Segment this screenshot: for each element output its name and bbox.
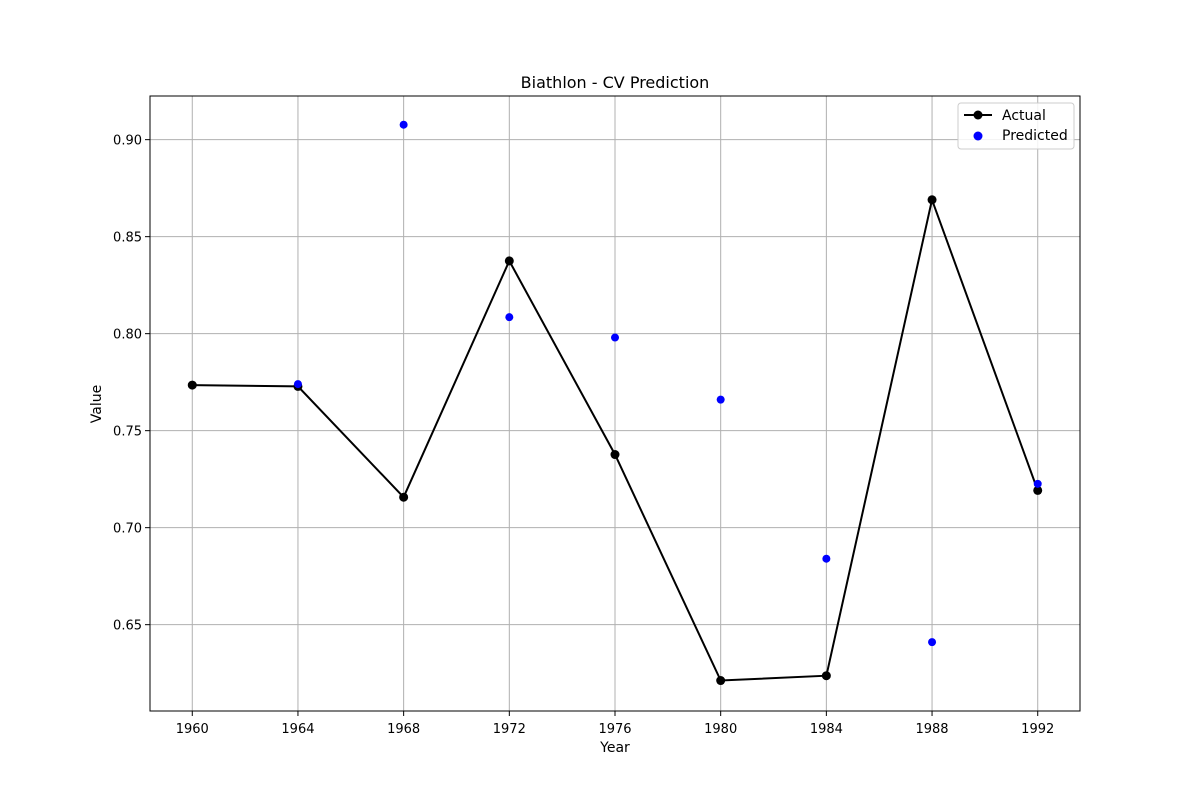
- y-tick-label: 0.65: [113, 619, 142, 634]
- legend: Actual Predicted: [957, 102, 1075, 150]
- x-tick-label: 1976: [598, 722, 631, 737]
- x-tick-label: 1984: [810, 722, 843, 737]
- axis-ticks: 1960 1964 1968 1972 1976 1980 1984 1988 1992 0.65…: [113, 134, 1054, 737]
- data-point-actual: [399, 492, 409, 502]
- x-axis-title: Year: [599, 740, 630, 756]
- x-tick-label: 1988: [915, 722, 948, 737]
- x-tick-label: 1992: [1021, 722, 1054, 737]
- data-point-predicted: [822, 554, 831, 563]
- series-layer: [187, 120, 1043, 686]
- x-tick-label: 1968: [387, 722, 420, 737]
- x-tick-label: 1980: [704, 722, 737, 737]
- y-tick-label: 0.85: [113, 231, 142, 246]
- data-point-predicted: [399, 120, 408, 129]
- data-point-actual: [927, 195, 937, 205]
- x-tick-label: 1964: [281, 722, 314, 737]
- legend-label-predicted: Predicted: [1002, 128, 1068, 144]
- x-tick-label: 1960: [176, 722, 209, 737]
- y-tick-label: 0.80: [113, 328, 142, 343]
- data-point-actual: [1033, 485, 1043, 495]
- data-point-actual: [821, 671, 831, 681]
- data-point-predicted: [928, 638, 937, 647]
- y-tick-label: 0.70: [113, 522, 142, 537]
- x-tick-label: 1972: [493, 722, 526, 737]
- data-point-actual: [504, 256, 514, 266]
- chart-title: Biathlon - CV Prediction: [521, 73, 710, 92]
- data-point-predicted: [293, 380, 302, 389]
- legend-swatch-predicted-marker: [973, 131, 983, 141]
- y-axis-title: Value: [89, 385, 105, 423]
- data-point-actual: [610, 450, 620, 460]
- data-point-predicted: [611, 333, 619, 342]
- data-point-actual: [716, 676, 726, 686]
- legend-label-actual: Actual: [1002, 108, 1046, 124]
- y-tick-label: 0.90: [113, 134, 142, 149]
- data-point-actual: [187, 380, 197, 390]
- legend-swatch-actual-marker: [973, 110, 983, 120]
- data-point-predicted: [1033, 479, 1042, 488]
- data-point-predicted: [505, 313, 514, 322]
- y-tick-label: 0.75: [113, 425, 142, 440]
- data-point-predicted: [716, 395, 725, 404]
